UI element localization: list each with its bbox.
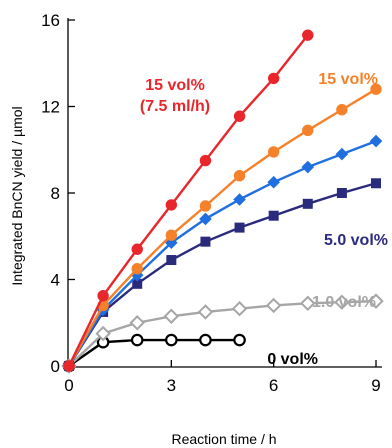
data-point: [267, 175, 280, 189]
data-point: [300, 295, 316, 312]
y-tick-label: 8: [51, 184, 60, 203]
series-3: [62, 134, 383, 373]
series-line: [67, 182, 377, 367]
x-axis-title: Reaction time / h: [171, 431, 276, 447]
data-point: [370, 83, 382, 95]
annotation-label: 15 vol%: [145, 77, 205, 94]
data-point: [165, 229, 178, 241]
data-point: [131, 243, 143, 255]
data-point: [336, 104, 348, 116]
data-point: [129, 315, 145, 331]
series-5: [63, 29, 314, 372]
data-point: [199, 212, 212, 226]
data-point: [165, 333, 178, 347]
series-4: [63, 83, 382, 372]
series-line: [67, 34, 309, 367]
data-point: [233, 110, 246, 122]
data-point: [368, 293, 384, 309]
data-point: [165, 199, 178, 211]
data-point: [371, 178, 381, 189]
data-point: [165, 236, 178, 250]
y-tick-label: 12: [41, 98, 60, 117]
data-point: [234, 222, 245, 233]
series-line: [67, 139, 377, 367]
annotation-label: 5.0 vol%: [324, 232, 388, 249]
data-point: [233, 170, 246, 182]
data-point: [233, 333, 246, 347]
data-point: [336, 188, 347, 198]
annotations: 15 vol% (7.5 ml/h) 15 vol% 5.0 vol% 1.0 vol%…: [140, 71, 388, 368]
annotation-label: (7.5 ml/h): [140, 98, 210, 115]
data-point: [302, 124, 314, 136]
series-line: [67, 88, 377, 367]
data-point: [199, 333, 212, 347]
data-point: [267, 146, 280, 158]
data-point: [302, 198, 313, 209]
axes: 0 4 8 12 16 0 3 6 9: [41, 11, 382, 395]
data-point: [199, 200, 212, 212]
data-point: [95, 325, 111, 342]
annotation-label: 0 vol%: [267, 351, 318, 368]
y-tick-label: 4: [51, 271, 60, 290]
series-group: [61, 29, 384, 374]
data-point: [97, 290, 109, 302]
y-tick-label: 16: [41, 11, 60, 30]
series-line: [68, 338, 240, 367]
series-line: [68, 299, 377, 367]
x-tick-label: 3: [167, 376, 176, 395]
data-point: [265, 297, 282, 314]
series-1: [61, 293, 384, 374]
y-tick-label: 0: [51, 357, 60, 376]
annotation-label: 15 vol%: [318, 71, 378, 88]
series-0: [62, 333, 246, 373]
data-point: [166, 255, 177, 266]
data-point: [301, 160, 315, 174]
data-point: [200, 236, 211, 247]
data-point: [302, 29, 314, 41]
data-point: [334, 294, 350, 310]
data-point: [268, 210, 279, 221]
y-axis-title: Integrated BnCN yield / µmol: [9, 106, 25, 285]
x-tick-label: 9: [371, 376, 380, 395]
data-point: [63, 360, 75, 372]
annotation-label: 1.0 vol%: [312, 294, 376, 311]
data-point: [163, 308, 180, 324]
data-point: [131, 262, 143, 275]
data-point: [130, 333, 144, 347]
data-point: [132, 278, 143, 289]
x-tick-label: 0: [64, 376, 73, 395]
data-point: [199, 154, 212, 167]
data-point: [231, 300, 248, 317]
x-tick-label: 6: [269, 376, 278, 395]
data-point: [233, 193, 246, 206]
data-point: [267, 72, 280, 85]
data-point: [335, 147, 349, 161]
data-point: [369, 134, 383, 148]
data-point: [197, 304, 214, 320]
